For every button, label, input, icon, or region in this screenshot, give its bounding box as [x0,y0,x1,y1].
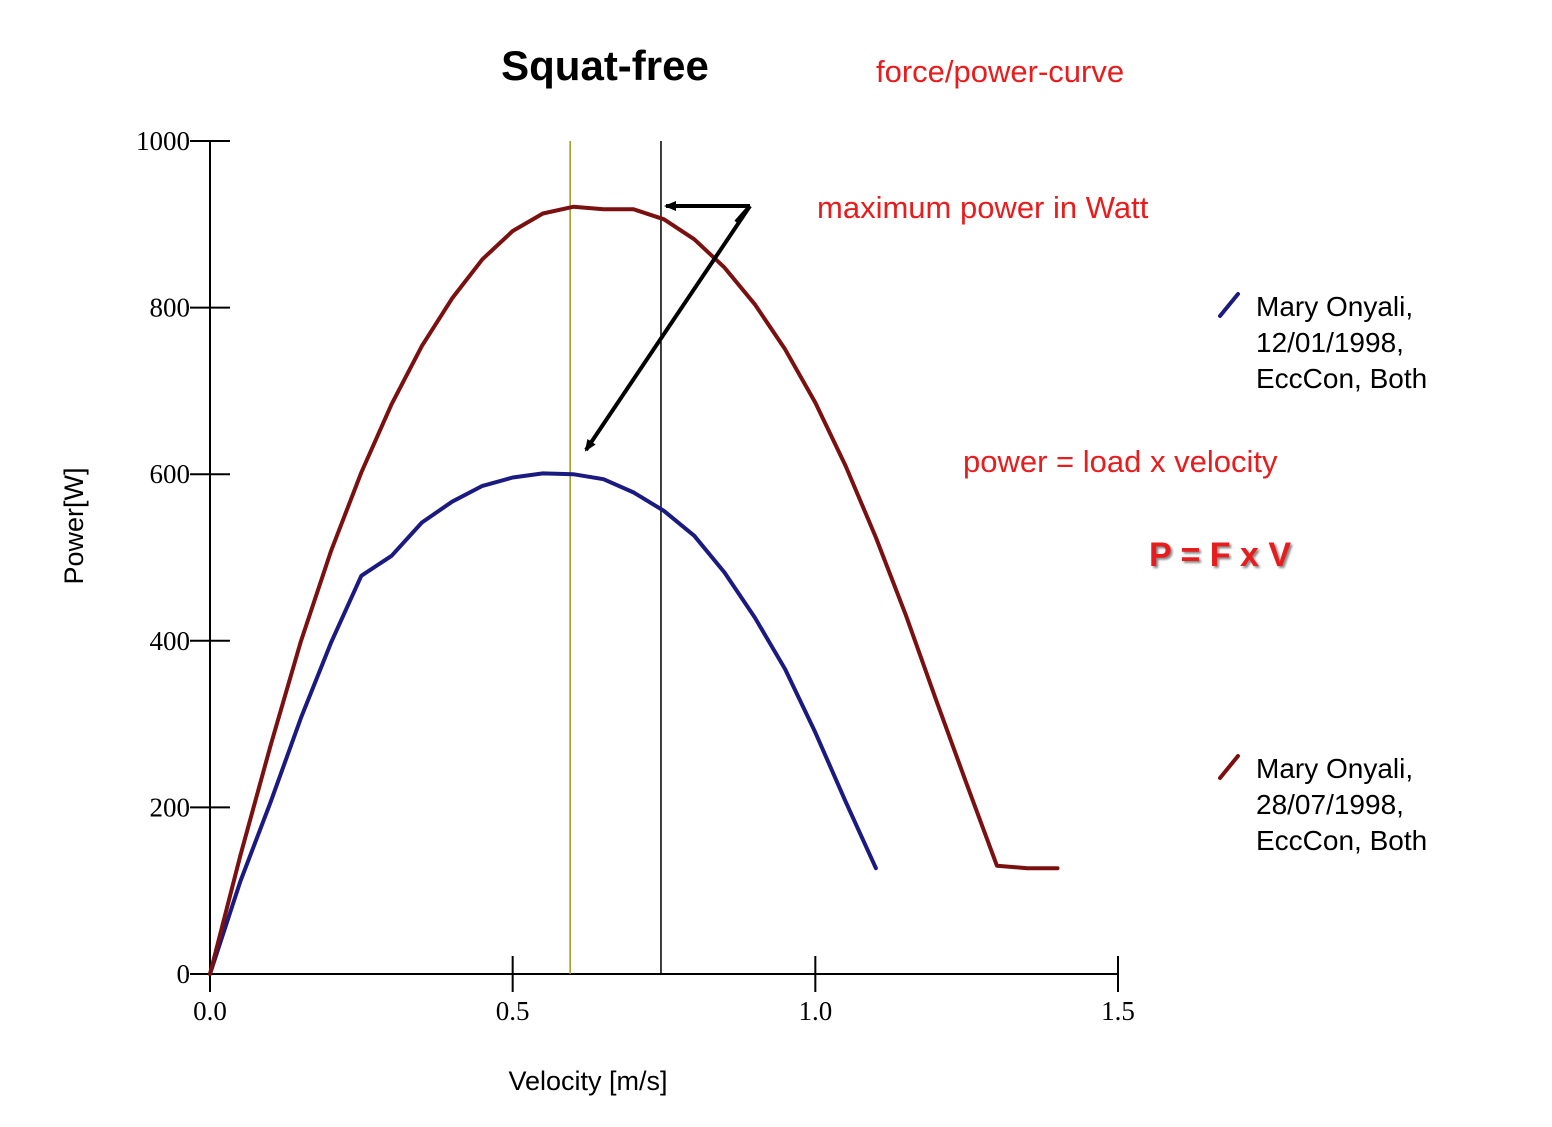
y-axis-title: Power[W] [59,467,89,584]
series-group [208,204,1060,976]
chart-subtitle: force/power-curve [876,54,1124,89]
annotation-max-power: maximum power in Watt [817,190,1149,225]
legend-label-1: Mary Onyali, [1256,291,1413,322]
annotation-formula: P = F x V [1149,536,1291,574]
chart-title: Squat-free [501,42,709,89]
vertical-reference-lines [569,141,662,974]
y-tick-label: 800 [150,293,191,323]
legend-label-1: EccCon, Both [1256,363,1427,394]
y-tick-label: 200 [150,792,191,822]
x-tick-label: 1.0 [798,996,832,1026]
arrow-to-max-blue [584,204,752,452]
legend-swatch-1 [1218,292,1240,318]
x-tick-label: 0.5 [496,996,530,1026]
legend-label-2: EccCon, Both [1256,825,1427,856]
x-tick-label: 1.5 [1101,996,1135,1026]
legend-label-2: Mary Onyali, [1256,753,1413,784]
series-line-1 [208,471,878,976]
x-tick-label: 0.0 [193,996,227,1026]
y-tick-label: 0 [177,959,191,989]
x-axis-title: Velocity [m/s] [508,1066,667,1096]
y-tick-label: 1000 [136,126,190,156]
legend-label-2: 28/07/1998, [1256,789,1404,820]
series-line-2 [208,204,1060,976]
annotation-arrows [584,201,752,452]
axes: 0 200 400 600 800 1000 0.0 0.5 1.0 1.5 [136,126,1135,1026]
legend-swatch-2 [1218,754,1240,780]
y-tick-label: 600 [150,459,191,489]
legend-label-1: 12/01/1998, [1256,327,1404,358]
legend: Mary Onyali, 12/01/1998, EccCon, Both Mary … [1218,291,1427,856]
annotation-power-equation: power = load x velocity [963,444,1278,479]
y-tick-label: 400 [150,626,191,656]
